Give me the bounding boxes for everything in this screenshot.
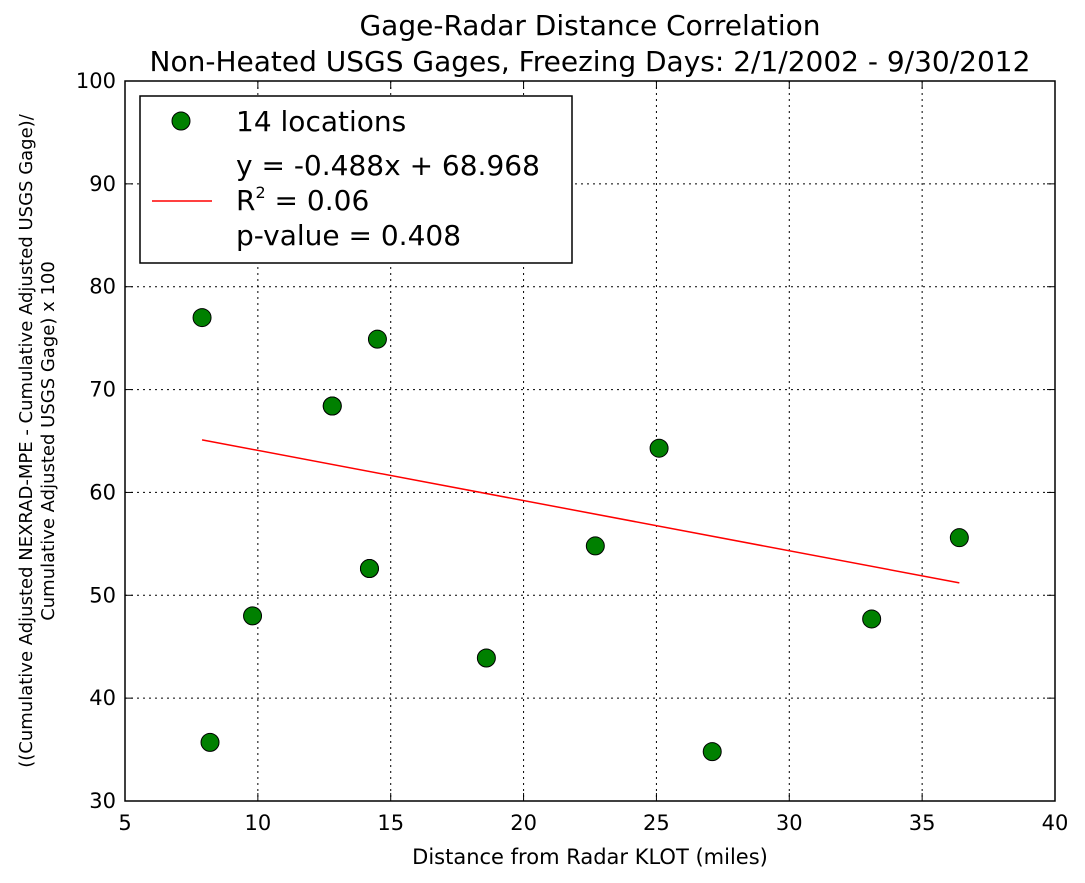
data-point (192, 308, 212, 328)
regression-line (201, 439, 960, 584)
r-squared-value: = 0.06 (266, 184, 370, 217)
data-point (862, 609, 882, 629)
y-axis-label-line-1: ((Cumulative Adjusted NEXRAD-MPE - Cumul… (16, 113, 37, 767)
y-tick-label: 80 (89, 275, 116, 299)
data-point (476, 648, 496, 668)
chart-title-line-1: Gage-Radar Distance Correlation (359, 9, 820, 42)
legend-label-r-squared: R2 = 0.06 (236, 183, 369, 217)
data-point (322, 396, 342, 416)
r-squared-superscript: 2 (255, 183, 265, 202)
plot-frame (124, 80, 1056, 802)
y-tick-label: 100 (76, 69, 116, 93)
chart-title-line-2: Non-Heated USGS Gages, Freezing Days: 2/… (150, 45, 1031, 78)
x-tick-label: 25 (643, 811, 670, 835)
x-tick-label: 5 (118, 811, 131, 835)
legend-label-equation: y = -0.488x + 68.968 (236, 149, 540, 182)
x-axis-label: Distance from Radar KLOT (miles) (412, 845, 768, 869)
y-tick-label: 70 (89, 378, 116, 402)
x-axis-ticks: 5 10 15 20 25 30 35 40 (118, 81, 1068, 835)
x-tick-label: 30 (776, 811, 803, 835)
data-points (192, 308, 969, 762)
legend-box (139, 95, 573, 264)
data-point (649, 438, 669, 458)
y-axis-ticks: 30 40 50 60 70 80 90 100 (76, 69, 1055, 813)
y-tick-label: 90 (89, 172, 116, 196)
y-tick-label: 30 (89, 789, 116, 813)
r-squared-r: R (236, 184, 255, 217)
legend-label-p-value: p-value = 0.408 (236, 219, 461, 252)
x-tick-label: 20 (510, 811, 537, 835)
y-tick-label: 50 (89, 583, 116, 607)
x-tick-label: 35 (909, 811, 936, 835)
y-tick-label: 60 (89, 480, 116, 504)
x-tick-label: 40 (1042, 811, 1069, 835)
data-point (359, 559, 379, 579)
legend: 14 locations y = -0.488x + 68.968 R2 = 0… (139, 95, 573, 264)
x-tick-label: 15 (377, 811, 404, 835)
data-point (200, 732, 220, 752)
legend-marker (171, 111, 191, 131)
x-tick-label: 10 (244, 811, 271, 835)
data-point (367, 329, 387, 349)
data-point (243, 606, 263, 626)
regression-line-group (201, 439, 960, 584)
legend-label-points: 14 locations (236, 105, 406, 138)
data-point (949, 528, 969, 548)
y-axis-label-line-2: Cumulative Adjusted USGS Gage) x 100 (38, 261, 59, 621)
data-point (585, 536, 605, 556)
y-tick-label: 40 (89, 686, 116, 710)
data-point (702, 742, 722, 762)
